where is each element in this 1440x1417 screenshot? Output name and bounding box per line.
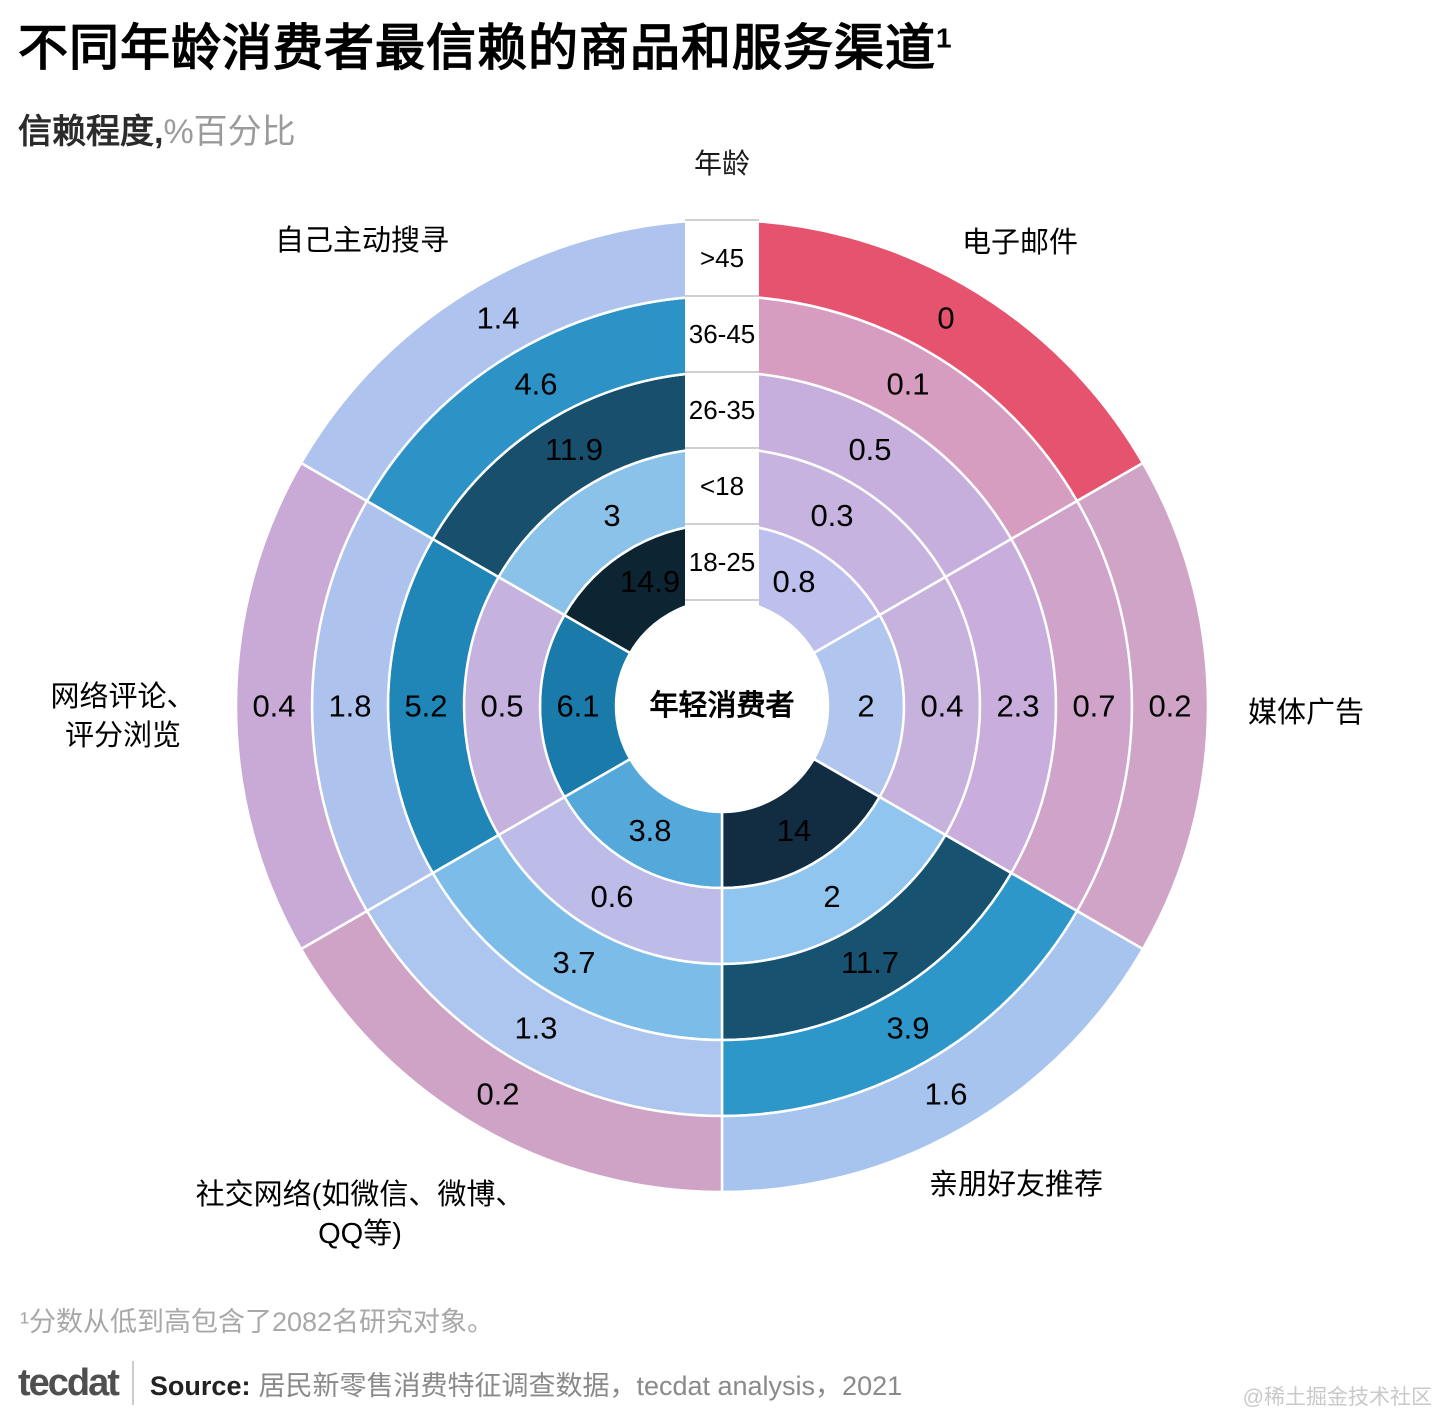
- cell-value-label: 2: [823, 879, 840, 914]
- source-value: 居民新零售消费特征调查数据，tecdat analysis，2021: [258, 1370, 903, 1401]
- age-ring-label: 26-35: [689, 395, 756, 425]
- footnote: ¹分数从低到高包含了2082名研究对象。: [20, 1307, 495, 1337]
- subtitle-unit: %百分比: [163, 113, 296, 151]
- cell-value-label: 11.7: [841, 945, 899, 980]
- cell-value-label: 0.1: [886, 366, 929, 401]
- cell-value-label: 0.6: [590, 879, 633, 914]
- age-ring-label: 36-45: [689, 319, 756, 349]
- cell-value-label: 0.5: [480, 689, 523, 724]
- cell-value-label: 3.9: [886, 1011, 929, 1046]
- sector-label-reviews-line1: 网络评论、: [50, 681, 196, 713]
- cell-value-label: 2: [857, 689, 874, 724]
- page-title: 不同年龄消费者最信赖的商品和服务渠道1: [18, 8, 953, 80]
- age-axis-label: 年龄: [693, 148, 750, 179]
- watermark: @稀土掘金技术社区: [1242, 1386, 1432, 1409]
- cell-value-label: 0: [937, 301, 954, 336]
- sector-label-email: 电子邮件: [961, 227, 1078, 259]
- sector-label-media-ads: 媒体广告: [1248, 697, 1365, 729]
- cell-value-label: 14: [777, 813, 811, 848]
- cell-value-label: 1.6: [924, 1076, 967, 1111]
- cell-value-label: 0.2: [1148, 689, 1191, 724]
- cell-value-label: 3.7: [552, 945, 595, 980]
- cell-value-label: 2.3: [996, 689, 1039, 724]
- sector-label-reviews-line2: 评分浏览: [64, 720, 181, 753]
- age-ring-label: >45: [700, 243, 744, 273]
- age-axis-strip: [685, 217, 759, 606]
- divider: [131, 1361, 134, 1405]
- cell-value-label: 1.4: [476, 301, 519, 336]
- sector-label-friends-recommendation: 亲朋好友推荐: [928, 1169, 1103, 1201]
- cell-value-label: 0.2: [476, 1076, 519, 1111]
- cell-value-label: 11.9: [545, 432, 603, 467]
- cell-value-label: 3.8: [628, 813, 671, 848]
- cell-value-label: 0.7: [1072, 689, 1115, 724]
- cell-value-label: 1.8: [328, 689, 371, 724]
- cell-value-label: 0.4: [920, 689, 963, 724]
- cell-value-label: 4.6: [514, 366, 557, 401]
- age-ring-label: 18-25: [689, 547, 756, 577]
- cell-value-label: 0.3: [810, 498, 853, 533]
- age-ring-label: <18: [700, 471, 744, 501]
- page-title-text: 不同年龄消费者最信赖的商品和服务渠道: [18, 20, 936, 76]
- cell-value-label: 6.1: [556, 689, 599, 724]
- tecdat-logo: tecdat: [18, 1361, 120, 1404]
- source-text: Source: 居民新零售消费特征调查数据，tecdat analysis，202…: [150, 1364, 902, 1403]
- sector-label-social-networks: 社交网络(如微信、微博、 QQ等): [170, 1176, 550, 1254]
- cell-value-label: 0.4: [252, 689, 295, 724]
- source-row: tecdat Source: 居民新零售消费特征调查数据，tecdat analy…: [18, 1358, 902, 1408]
- source-label: Source:: [149, 1370, 251, 1401]
- cell-value-label: 5.2: [404, 689, 447, 724]
- cell-value-label: 3: [603, 498, 620, 533]
- cell-value-label: 14.9: [620, 564, 680, 599]
- subtitle-measure: 信赖程度,: [18, 113, 164, 151]
- chart-center-label: 年轻消费者: [649, 688, 794, 722]
- chart-subtitle: 信赖程度,%百分比: [18, 104, 296, 153]
- cell-value-label: 0.8: [772, 564, 815, 599]
- sector-label-self-search: 自己主动搜寻: [274, 225, 449, 257]
- cell-value-label: 1.3: [514, 1011, 557, 1046]
- sector-label-social-line1: 社交网络(如微信、微博、: [195, 1179, 525, 1211]
- title-footnote-marker: 1: [936, 22, 953, 54]
- sector-label-social-line2: QQ等): [318, 1218, 402, 1251]
- cell-value-label: 0.5: [848, 432, 891, 467]
- sector-label-online-reviews: 网络评论、 评分浏览: [28, 678, 218, 756]
